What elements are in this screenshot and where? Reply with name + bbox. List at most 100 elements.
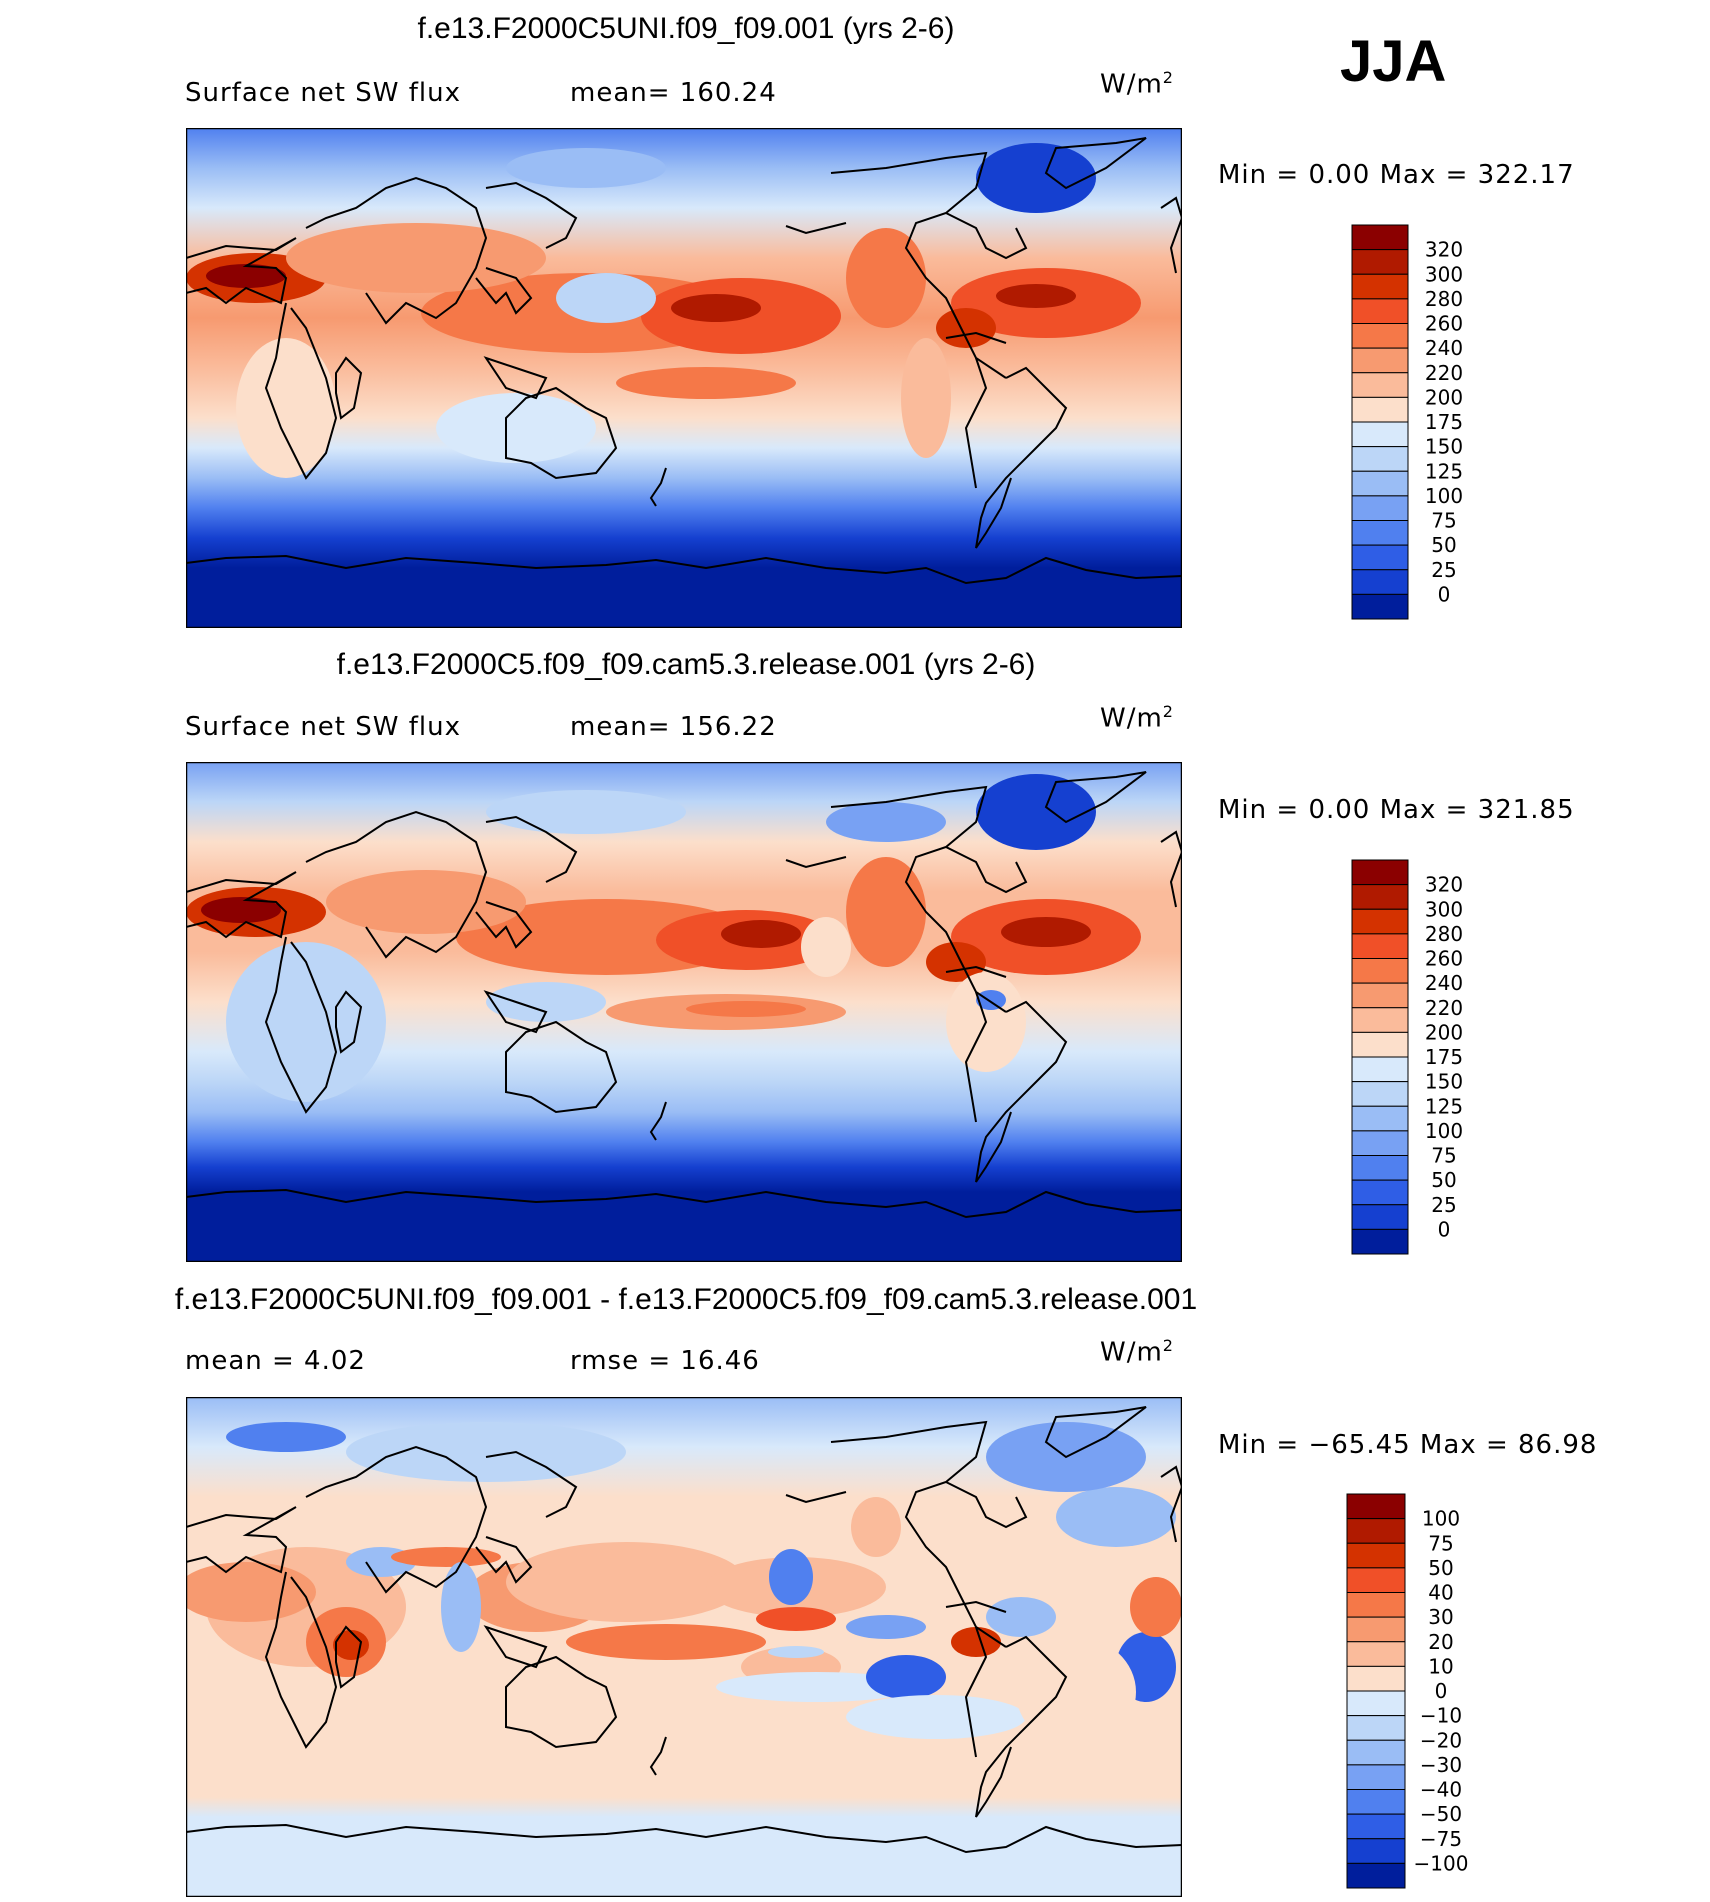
panel-3-colorbar-label: 75 xyxy=(1428,1531,1453,1555)
panel-2-colorbar-label: 0 xyxy=(1438,1217,1451,1241)
panel-3-colorbar-swatch xyxy=(1346,1764,1406,1790)
panel-2-colorbar-swatch xyxy=(1351,1081,1409,1107)
panel-3-colorbar-swatch xyxy=(1346,1641,1406,1667)
panel-1-colorbar-swatch xyxy=(1351,224,1409,251)
panel-1-colorbar-swatch xyxy=(1351,495,1409,521)
panel-3-title: f.e13.F2000C5UNI.f09_f09.001 - f.e13.F20… xyxy=(174,1283,1198,1316)
panel-1-colorbar-swatch xyxy=(1351,470,1409,497)
panel-3-colorbar-label: −50 xyxy=(1420,1802,1462,1826)
panel-1-colorbar-label: 320 xyxy=(1425,238,1463,262)
panel-2-colorbar-swatch xyxy=(1351,1228,1409,1255)
panel-3-colorbar-swatch xyxy=(1346,1862,1406,1889)
panel-1-variable-label: Surface net SW flux xyxy=(185,78,461,108)
panel-1-colorbar-swatch xyxy=(1351,544,1409,571)
panel-2-colorbar-label: 175 xyxy=(1425,1045,1463,1069)
panel-1-colorbar-label: 125 xyxy=(1425,459,1463,483)
panel-1-colorbar-swatch xyxy=(1351,298,1409,324)
panel-1-colorbar-swatch xyxy=(1351,249,1409,275)
panel-2-colorbar-swatch xyxy=(1351,1179,1409,1206)
panel-2-colorbar-label: 100 xyxy=(1425,1119,1463,1143)
panel-1-colorbar-swatch xyxy=(1351,569,1409,595)
panel-1-mean-label: mean= 160.24 xyxy=(570,78,777,108)
panel-3-colorbar-label: 20 xyxy=(1428,1630,1453,1654)
panel-1-coastlines xyxy=(185,137,1184,585)
panel-3-mean-label: mean = 4.02 xyxy=(185,1346,366,1376)
panel-2-minmax: Min = 0.00 Max = 321.85 xyxy=(1218,795,1575,825)
panel-1-colorbar-swatch xyxy=(1351,323,1409,349)
panel-2-colorbar-swatch xyxy=(1351,859,1409,886)
panel-1-colorbar-label: 280 xyxy=(1425,287,1463,311)
panel-1-colorbar-label: 150 xyxy=(1425,435,1463,459)
panel-3-colorbar-label: −20 xyxy=(1420,1728,1462,1752)
panel-1-colorbar-label: 0 xyxy=(1438,582,1451,606)
panel-2-colorbar-swatch xyxy=(1351,1204,1409,1230)
panel-1-colorbar-label: 75 xyxy=(1431,509,1456,533)
panel-3-colorbar-swatch xyxy=(1346,1518,1406,1544)
panel-3-colorbar-swatch xyxy=(1346,1690,1406,1717)
panel-2-colorbar-swatch xyxy=(1351,1105,1409,1132)
panel-3-colorbar-swatch xyxy=(1346,1592,1406,1618)
panel-1-title: f.e13.F2000C5UNI.f09_f09.001 (yrs 2-6) xyxy=(417,12,955,45)
panel-2-colorbar-swatch xyxy=(1351,933,1409,959)
panel-3-colorbar-label: 0 xyxy=(1435,1679,1448,1703)
panel-3-colorbar-swatch xyxy=(1346,1567,1406,1593)
panel-2-colorbar-label: 280 xyxy=(1425,922,1463,946)
panel-2-colorbar-swatch xyxy=(1351,1056,1409,1083)
panel-1-colorbar-swatch xyxy=(1351,593,1409,620)
panel-2-colorbar-swatch xyxy=(1351,884,1409,910)
panel-3-colorbar-label: −40 xyxy=(1420,1778,1462,1802)
panel-3-rmse-label: rmse = 16.46 xyxy=(570,1346,760,1376)
panel-2-mean-label: mean= 156.22 xyxy=(570,712,777,742)
panel-3-colorbar-label: 100 xyxy=(1422,1507,1460,1531)
panel-1-colorbar-label: 200 xyxy=(1425,385,1463,409)
panel-2-colorbar-label: 150 xyxy=(1425,1070,1463,1094)
panel-1-colorbar-label: 100 xyxy=(1425,484,1463,508)
panel-3-colorbar-swatch xyxy=(1346,1493,1406,1520)
panel-3-colorbar-swatch xyxy=(1346,1789,1406,1815)
panel-1-colorbar-swatch xyxy=(1351,372,1409,398)
panel-2-colorbar-label: 260 xyxy=(1425,947,1463,971)
season-label: JJA xyxy=(1340,29,1447,94)
panel-1-colorbar-swatch xyxy=(1351,396,1409,423)
panel-1-map xyxy=(185,127,1184,633)
panel-3-colorbar: 100 75 50 40 30 20 10 0 −10 −20 −30 −40 −50 −75 −100 xyxy=(1345,1492,1475,1897)
panel-3-colorbar-label: −30 xyxy=(1420,1753,1462,1777)
panel-1-colorbar-swatch xyxy=(1351,421,1409,448)
panel-3-map xyxy=(176,1396,1184,1902)
panel-3-field-features xyxy=(176,1422,1182,1747)
panel-1-colorbar-label: 175 xyxy=(1425,410,1463,434)
panel-1-colorbar-label: 240 xyxy=(1425,336,1463,360)
panel-1-colorbar-swatch xyxy=(1351,273,1409,300)
panel-2-colorbar-swatch xyxy=(1351,1130,1409,1156)
panel-1-colorbar-label: 25 xyxy=(1431,558,1456,582)
panel-1-minmax: Min = 0.00 Max = 322.17 xyxy=(1218,160,1575,190)
panel-2-colorbar-label: 300 xyxy=(1425,897,1463,921)
panel-2-colorbar-swatch xyxy=(1351,958,1409,984)
panel-3-colorbar-label: 40 xyxy=(1428,1581,1453,1605)
panel-2-colorbar-label: 220 xyxy=(1425,996,1463,1020)
panel-1-colorbar: 320 300 280 260 240 220 200 175 150 125 100 75 50 25 0 xyxy=(1350,223,1470,628)
panel-2-unit: W/m2 xyxy=(1100,702,1174,734)
panel-3-colorbar-swatch xyxy=(1346,1813,1406,1840)
panel-2-colorbar-label: 240 xyxy=(1425,971,1463,995)
panel-3-colorbar-label: −10 xyxy=(1420,1704,1462,1728)
panel-2-colorbar-swatch xyxy=(1351,1155,1409,1181)
panel-2-colorbar-label: 200 xyxy=(1425,1020,1463,1044)
panel-3-colorbar-label: 50 xyxy=(1428,1556,1453,1580)
panel-3-colorbar-swatch xyxy=(1346,1542,1406,1569)
panel-2-colorbar-label: 75 xyxy=(1431,1144,1456,1168)
panel-1-colorbar-label: 260 xyxy=(1425,312,1463,336)
panel-3-minmax: Min = −65.45 Max = 86.98 xyxy=(1218,1430,1598,1460)
panel-1-field-features xyxy=(186,143,1141,478)
panel-3-colorbar-swatch xyxy=(1346,1715,1406,1741)
panel-2-colorbar-label: 25 xyxy=(1431,1193,1456,1217)
panel-2-colorbar-swatch xyxy=(1351,982,1409,1009)
panel-3-colorbar-label: 30 xyxy=(1428,1605,1453,1629)
panel-2-colorbar-swatch xyxy=(1351,1007,1409,1033)
panel-2-colorbar-label: 50 xyxy=(1431,1168,1456,1192)
panel-2-field-features xyxy=(186,774,1141,1102)
panel-2-variable-label: Surface net SW flux xyxy=(185,712,461,742)
panel-2-title: f.e13.F2000C5.f09_f09.cam5.3.release.001… xyxy=(336,648,1036,681)
panel-2-colorbar-swatch xyxy=(1351,1031,1409,1058)
